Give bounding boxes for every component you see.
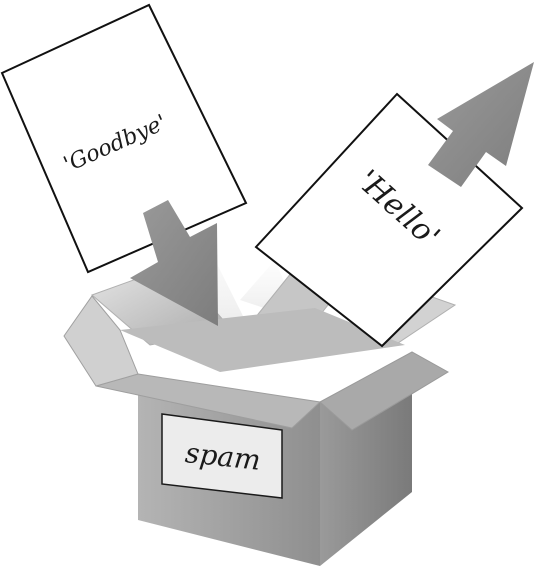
- goodbye-card: 'Goodbye': [0, 3, 248, 274]
- spam-label: spam: [161, 413, 283, 499]
- down-arrow-icon: [130, 200, 218, 326]
- box-front-flaps: [63, 295, 449, 431]
- spam-label-text: spam: [184, 436, 263, 477]
- box-interior: [120, 308, 405, 372]
- up-arrow-icon: [428, 62, 534, 187]
